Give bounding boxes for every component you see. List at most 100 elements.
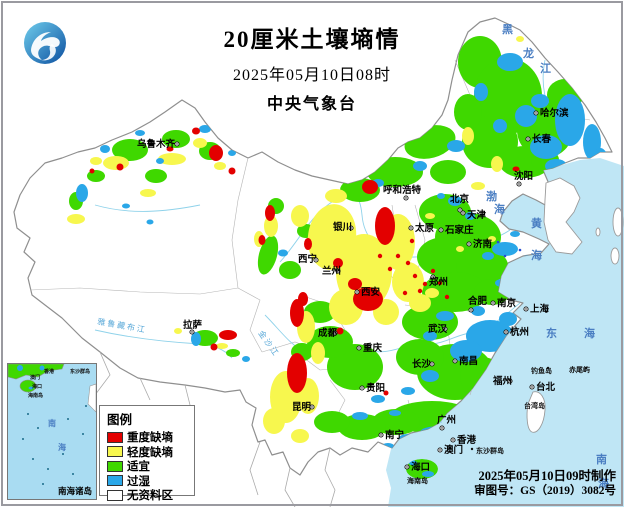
city-marker-label: 澳门 — [437, 444, 463, 456]
legend-title: 图例 — [107, 413, 133, 427]
moisture-layer — [67, 28, 607, 479]
sea-name-char: 东 — [546, 326, 558, 340]
offshore-island-dots — [470, 366, 588, 451]
production-info: 2025年05月10日09时制作 审图号：GS（2019）3082号 — [474, 468, 616, 499]
legend-label: 适宜 — [127, 461, 150, 474]
city-marker-label: 哈尔滨 — [533, 107, 569, 119]
city-name: 兰州 — [322, 265, 341, 277]
sea-name-char: 渤 — [486, 189, 498, 203]
taiwan-island — [526, 391, 546, 433]
city-name: 沈阳 — [514, 170, 533, 182]
river-name: 龙 — [522, 46, 535, 60]
city-name: 台北 — [536, 381, 556, 393]
page-title: 20厘米土壤墒情 — [223, 27, 401, 52]
city-marker-label: 乌鲁木齐 — [137, 138, 180, 150]
city-name: 乌鲁木齐 — [137, 138, 176, 150]
city-name: 昆明 — [292, 402, 312, 413]
city-name: 呼和浩特 — [383, 184, 422, 196]
city-name: 长春 — [532, 133, 552, 145]
city-marker-label: 西宁 — [298, 253, 319, 265]
legend-swatch — [107, 446, 123, 458]
dragon-tail — [41, 44, 56, 61]
city-marker-label: 太原 — [408, 222, 435, 234]
city-name: 天津 — [467, 209, 487, 221]
city-name: 南京 — [497, 297, 517, 309]
legend-rows: 重度缺墒 轻度缺墒适宜 过湿 无资料区 — [107, 430, 194, 503]
city-name: 香港 — [456, 434, 477, 446]
legend-item: 轻度缺墒 — [107, 445, 194, 460]
legend-item: 过湿 — [107, 474, 194, 489]
city-marker-label: 海口 — [404, 461, 430, 473]
neighbour-countries — [526, 177, 624, 433]
city-name: 南昌 — [459, 355, 478, 367]
city-marker-label: 香港 — [450, 434, 477, 446]
city-marker-label: 沈阳 — [514, 170, 533, 187]
city-marker-label: 台北 — [529, 381, 556, 393]
inset-place-label: 香港 — [43, 368, 55, 375]
city-name: 重庆 — [363, 342, 383, 354]
sea-name-char: 海 — [494, 202, 506, 216]
production-time: 2025年05月10日09时制作 — [478, 469, 616, 483]
river-name: 黑 — [502, 23, 514, 36]
city-name: 广州 — [437, 414, 456, 426]
legend-item: 重度缺墒 — [107, 430, 194, 445]
severe-drought-regions — [89, 28, 560, 396]
legend-swatch — [107, 431, 123, 443]
city-marker-label: 西安 — [354, 286, 381, 298]
sea-name-char: 海 — [584, 326, 596, 340]
city-name: 海口 — [411, 461, 430, 473]
city-marker-label: 广州 — [437, 414, 456, 431]
sea-name-char: 海 — [531, 248, 543, 262]
legend-swatch — [107, 460, 123, 472]
city-marker-label: 北京 — [450, 193, 470, 213]
city-marker-label: 长沙 — [412, 358, 435, 370]
inset-place-label: 澳门 — [30, 374, 40, 381]
city-name: 石家庄 — [444, 224, 474, 236]
legend-label: 重度缺墒 — [127, 432, 173, 445]
legend-item: 适宜 — [107, 459, 194, 474]
tarim-river — [94, 204, 201, 212]
inset-place-label: 海南岛 — [28, 392, 43, 399]
lake-dots — [496, 240, 522, 258]
agency-name: 中央气象台 — [266, 96, 357, 113]
japan-island — [610, 247, 620, 265]
city-marker-label: 杭州 — [503, 326, 529, 338]
legend-box: 图例 重度缺墒 轻度缺墒适宜 过湿 无资料区 — [99, 405, 195, 502]
city-name: 拉萨 — [183, 319, 203, 331]
city-name: 济南 — [473, 238, 493, 250]
legend-label: 轻度缺墒 — [127, 446, 173, 459]
island-name: 东沙群岛 — [476, 446, 504, 455]
sea-name-char: 南 — [596, 452, 608, 466]
city-marker-label: 昆明 — [292, 402, 315, 413]
tsushima-island — [595, 227, 601, 237]
city-name: 南宁 — [385, 429, 405, 441]
city-name: 合肥 — [468, 295, 488, 307]
city-name: 哈尔滨 — [540, 107, 569, 119]
city-name: 武汉 — [428, 323, 448, 335]
city-marker-label: 呼和浩特 — [383, 184, 422, 201]
legend-label: 过湿 — [127, 475, 150, 488]
city-name: 成都 — [318, 327, 338, 339]
city-marker-label: 石家庄 — [438, 224, 474, 236]
city-marker-label: 武汉 — [428, 323, 448, 335]
inset-luzon — [87, 383, 96, 413]
legend-item: 无资料区 — [107, 488, 194, 503]
island-name: 赤尾屿 — [569, 365, 590, 374]
city-name: 太原 — [415, 222, 435, 234]
city-name: 福州 — [492, 375, 512, 387]
river-name: 江 — [540, 61, 552, 75]
cma-logo — [24, 22, 66, 64]
city-marker-label: 南昌 — [452, 355, 478, 367]
city-marker-label: 济南 — [466, 238, 493, 250]
city-marker-label: 郑州 — [429, 274, 448, 288]
city-marker-label: 重庆 — [356, 342, 383, 354]
inset-name-label: 南海诸岛 — [58, 486, 92, 496]
inset-sea-name: 南海 — [48, 418, 66, 452]
city-marker-label: 福州 — [492, 375, 513, 387]
city-name: 上海 — [530, 303, 550, 315]
city-marker-label: 南京 — [490, 297, 517, 309]
